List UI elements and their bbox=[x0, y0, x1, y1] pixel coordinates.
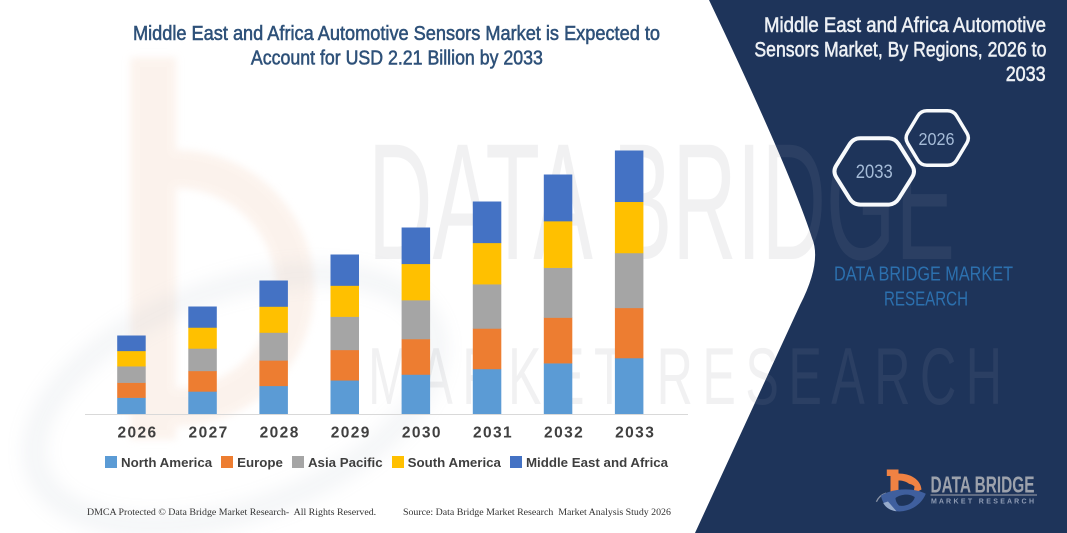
svg-text:Middle East and Africa Automot: Middle East and Africa Automotive bbox=[764, 13, 1046, 37]
svg-text:DATA BRIDGE MARKET: DATA BRIDGE MARKET bbox=[834, 264, 1013, 286]
svg-text:2033: 2033 bbox=[856, 162, 893, 183]
svg-text:2030: 2030 bbox=[402, 424, 442, 441]
svg-text:2026: 2026 bbox=[117, 424, 157, 441]
svg-text:2031: 2031 bbox=[473, 424, 513, 441]
svg-text:Middle East and Africa Automot: Middle East and Africa Automotive Sensor… bbox=[133, 23, 660, 45]
svg-text:2033: 2033 bbox=[1006, 62, 1046, 86]
svg-text:2033: 2033 bbox=[615, 424, 655, 441]
svg-text:MARKET RESEARCH: MARKET RESEARCH bbox=[368, 332, 1012, 422]
svg-text:DATA BRIDGE: DATA BRIDGE bbox=[368, 110, 955, 295]
svg-text:Sensors Market, By Regions, 20: Sensors Market, By Regions, 2026 to bbox=[754, 38, 1046, 62]
svg-text:DATA BRIDGE: DATA BRIDGE bbox=[931, 471, 1035, 497]
svg-text:2026: 2026 bbox=[919, 129, 955, 149]
svg-text:RESEARCH: RESEARCH bbox=[884, 289, 968, 311]
svg-text:M A R K E T R E S E A R C H: M A R K E T R E S E A R C H bbox=[931, 499, 1034, 506]
svg-text:2029: 2029 bbox=[331, 424, 371, 441]
svg-text:Account for USD 2.21 Billion b: Account for USD 2.21 Billion by 2033 bbox=[251, 48, 543, 70]
svg-text:2028: 2028 bbox=[260, 424, 300, 441]
svg-text:2032: 2032 bbox=[544, 424, 584, 441]
svg-text:2027: 2027 bbox=[189, 424, 229, 441]
